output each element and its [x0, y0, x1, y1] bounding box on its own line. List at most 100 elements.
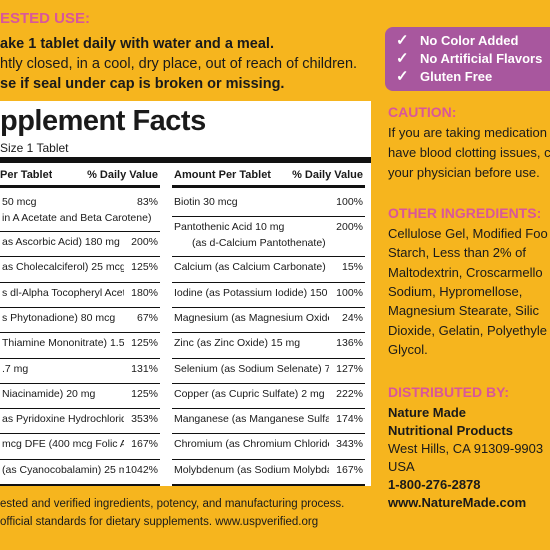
rule [0, 433, 160, 435]
daily-value: 1042% [125, 463, 158, 476]
table-header: % Daily Value [87, 169, 158, 181]
section-line: Starch, Less than 2% of [388, 245, 527, 261]
daily-value: 167% [131, 438, 158, 451]
rule [172, 484, 365, 486]
daily-value: 136% [336, 337, 363, 350]
nutrient: s Phytonadione) 80 mcg [2, 311, 116, 324]
instruction-line: htly closed, in a cool, dry place, out o… [0, 56, 358, 72]
nutrient: Biotin 30 mcg [174, 196, 238, 208]
rule [172, 332, 365, 334]
daily-value: 83% [136, 196, 158, 208]
nutrient: Molybdenum (as Sodium Molybdate) 75 mcg [174, 463, 329, 476]
rule [0, 458, 160, 460]
section-line: www.NatureMade.com [388, 495, 527, 510]
daily-value: 353% [131, 413, 158, 426]
rule [0, 256, 160, 258]
table-header: Amount Per Tablet [174, 169, 271, 181]
supplement-facts-panel: pplement Facts Size 1 Tablet Per Tablet % D… [0, 101, 371, 486]
daily-value: 100% [336, 286, 363, 299]
facts-title: pplement Facts [0, 105, 206, 137]
daily-value: 125% [131, 337, 158, 350]
rule [172, 382, 365, 384]
section-heading: CAUTION: [388, 104, 457, 120]
footer-line: ested and verified ingredients, potency,… [0, 498, 345, 510]
rule [0, 357, 160, 359]
section-line: 1-800-276-2878 [388, 477, 481, 492]
section-line: Sodium, Hypromellose, [388, 283, 523, 299]
daily-value: 131% [131, 362, 158, 375]
rule [0, 185, 160, 188]
rule [0, 408, 160, 410]
rule [0, 332, 160, 334]
nutrient: as Ascorbic Acid) 180 mg [2, 236, 120, 248]
footer-line: official standards for dietary supplemen… [0, 516, 319, 528]
badge-text: Gluten Free [420, 69, 493, 84]
nutrient: 50 mcg [2, 196, 37, 208]
daily-value: 200% [131, 236, 158, 248]
nutrient: Chromium (as Chromium Chloride) 120 mcg [174, 438, 329, 451]
nutrient: Iodine (as Potassium Iodide) 150 mcg [174, 286, 329, 299]
daily-value: 180% [131, 286, 158, 299]
nutrient: Calcium (as Calcium Carbonate) 200 mg [174, 261, 329, 274]
rule [0, 281, 160, 283]
check-icon: ✓ [396, 68, 409, 85]
section-line: Cellulose Gel, Modified Foo [388, 226, 548, 241]
rule [0, 484, 160, 486]
nutrient: as Pyridoxine Hydrochloride) 6 mg [2, 413, 124, 426]
nutrient: (as Cyanocobalamin) 25 mcg [2, 463, 124, 476]
daily-value: 222% [336, 387, 363, 400]
nutrient: Copper (as Cupric Sulfate) 2 mg [174, 387, 325, 400]
rule [172, 408, 365, 410]
section-line: Magnesium Stearate, Silic [388, 303, 540, 319]
table-header: % Daily Value [292, 169, 363, 181]
nutrient: Thiamine Mononitrate) 1.5 mg [2, 337, 124, 350]
section-line: West Hills, CA 91309-9903 [388, 441, 544, 456]
table-header: Per Tablet [0, 169, 53, 181]
badge-text: No Color Added [420, 33, 519, 48]
daily-value: 343% [336, 438, 363, 451]
rule [172, 185, 365, 188]
section-heading: OTHER INGREDIENTS: [388, 205, 542, 221]
daily-value: 127% [336, 362, 363, 375]
rule [0, 157, 371, 163]
badge-box [385, 27, 550, 91]
rule [0, 382, 160, 384]
nutrient: Magnesium (as Magnesium Oxide) 100 mg [174, 311, 329, 324]
rule [172, 281, 365, 283]
badge-text: No Artificial Flavors [420, 51, 543, 66]
daily-value: 24% [341, 311, 363, 324]
check-icon: ✓ [396, 50, 409, 67]
nutrient: Niacinamide) 20 mg [2, 387, 96, 400]
nutrient: .7 mg [2, 362, 29, 375]
section-line: your physician before use. [388, 165, 540, 180]
section-line: Maltodextrin, Croscarmello [388, 264, 543, 280]
section-heading: ESTED USE: [0, 10, 91, 27]
daily-value: 125% [131, 261, 158, 274]
section-line: USA [388, 459, 415, 474]
section-line: Nature Made [388, 405, 467, 420]
section-heading: DISTRIBUTED BY: [388, 384, 510, 400]
daily-value: 67% [136, 311, 158, 324]
nutrient: Manganese (as Manganese Sulfate) 4 mg [174, 413, 329, 426]
rule [172, 306, 365, 308]
check-icon: ✓ [396, 32, 409, 49]
nutrient: Selenium (as Sodium Selenate) 70 mcg [174, 362, 329, 375]
instruction-line: ake 1 tablet daily with water and a meal… [0, 36, 274, 52]
rule [0, 231, 160, 232]
nutrient: s dl-Alpha Tocopheryl Acetate) 27 mg [2, 286, 124, 299]
instruction-line: se if seal under cap is broken or missin… [0, 76, 285, 92]
nutrient-note: in A Acetate and Beta Carotene) [2, 212, 152, 224]
nutrient: mcg DFE (400 mcg Folic Acid) [2, 438, 124, 451]
daily-value: 15% [341, 261, 363, 274]
section-line: have blood clotting issues, c [388, 145, 550, 160]
rule [172, 256, 365, 258]
rule [172, 458, 365, 460]
section-line: Dioxide, Gelatin, Polyethyle [388, 322, 547, 338]
nutrient: Pantothenic Acid 10 mg [174, 221, 285, 234]
rule [172, 216, 365, 218]
nutrient: Zinc (as Zinc Oxide) 15 mg [174, 337, 301, 350]
nutrient-note: (as d-Calcium Pantothenate) [192, 237, 326, 250]
rule [172, 357, 365, 359]
daily-value: 100% [336, 196, 363, 208]
